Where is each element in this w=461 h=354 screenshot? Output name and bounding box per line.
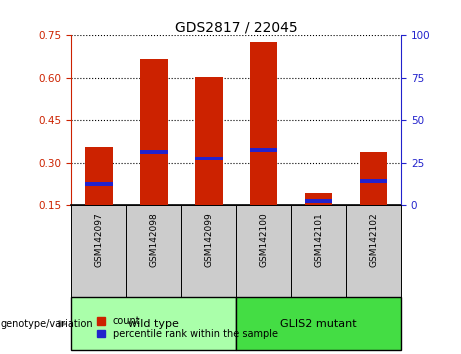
Bar: [305, 193, 332, 205]
Text: GSM142100: GSM142100: [259, 213, 268, 267]
Text: GLIS2 mutant: GLIS2 mutant: [280, 319, 357, 329]
Bar: [236, 205, 291, 297]
Bar: [236, 297, 401, 350]
Bar: [140, 59, 168, 205]
Bar: [360, 179, 387, 183]
Bar: [346, 205, 401, 297]
Title: GDS2817 / 22045: GDS2817 / 22045: [175, 20, 297, 34]
Bar: [71, 297, 236, 350]
Bar: [195, 77, 223, 205]
Bar: [85, 182, 112, 186]
Bar: [71, 205, 126, 297]
Text: wild type: wild type: [129, 319, 179, 329]
Bar: [126, 205, 181, 297]
Bar: [305, 199, 332, 203]
Text: GSM142097: GSM142097: [95, 213, 103, 267]
Text: GSM142099: GSM142099: [204, 213, 213, 267]
Bar: [181, 205, 236, 297]
Text: genotype/variation: genotype/variation: [0, 319, 93, 329]
Bar: [140, 150, 168, 154]
Text: GSM142101: GSM142101: [314, 213, 323, 267]
Bar: [291, 205, 346, 297]
Legend: count, percentile rank within the sample: count, percentile rank within the sample: [97, 316, 278, 339]
Bar: [85, 147, 112, 205]
Bar: [250, 42, 278, 205]
Text: GSM142098: GSM142098: [149, 213, 159, 267]
Bar: [195, 157, 223, 160]
Bar: [360, 152, 387, 205]
Text: GSM142102: GSM142102: [369, 213, 378, 267]
Bar: [250, 148, 278, 152]
